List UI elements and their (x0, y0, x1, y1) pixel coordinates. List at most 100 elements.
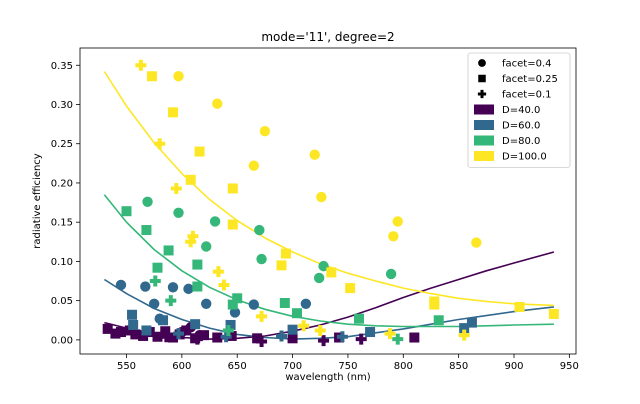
point-d-100-0-3 (168, 107, 178, 118)
x-tick-label-800: 800 (394, 361, 413, 372)
point-d-40-0-19 (252, 333, 263, 344)
x-tick-label-750: 750 (338, 361, 357, 372)
point-d-100-0-8 (309, 149, 320, 160)
point-d-80-0-21 (149, 275, 161, 287)
point-d-60-0-0 (115, 279, 127, 291)
point-d-100-0-5 (259, 125, 271, 137)
point-d-60-0-12 (141, 325, 152, 336)
point-d-40-0-1 (110, 328, 121, 339)
point-d-100-0-21 (276, 260, 287, 271)
point-d-100-0-24 (218, 279, 230, 291)
point-d-60-0-2 (148, 298, 160, 309)
point-d-40-0-25 (256, 335, 268, 347)
point-d-80-0-7 (232, 293, 243, 304)
x-axis-label: wavelength (nm) (285, 372, 370, 383)
point-d-80-0-10 (354, 313, 364, 324)
legend-marker-facet-0-1 (477, 89, 487, 99)
point-d-60-0-11 (128, 319, 139, 330)
point-d-40-0-0 (102, 323, 113, 334)
point-d-60-0-15 (225, 319, 236, 330)
point-d-100-0-27 (429, 299, 440, 310)
point-d-100-0-4 (212, 98, 223, 109)
point-d-40-0-2 (115, 327, 126, 338)
point-d-100-0-19 (471, 237, 482, 248)
point-d-40-0-27 (355, 333, 367, 345)
point-d-60-0-5 (183, 283, 194, 295)
point-d-80-0-18 (318, 260, 329, 272)
point-d-80-0-20 (385, 268, 397, 280)
legend-swatch-d-40-0 (474, 104, 494, 115)
point-d-60-0-21 (220, 331, 232, 343)
data-points (102, 59, 559, 347)
point-d-100-0-10 (185, 174, 196, 185)
y-tick-label-7: 0.35 (51, 61, 73, 72)
legend-marker-facet-0-25 (478, 74, 486, 83)
point-d-80-0-9 (292, 308, 302, 319)
point-d-100-0-22 (212, 266, 224, 278)
point-d-100-0-28 (514, 301, 525, 312)
point-d-100-0-20 (280, 248, 291, 259)
point-d-40-0-3 (124, 325, 135, 336)
y-axis-label: radiative efficiency (32, 153, 43, 249)
point-d-100-0-12 (170, 182, 182, 194)
point-d-100-0-0 (135, 59, 147, 71)
point-d-80-0-3 (163, 245, 174, 256)
point-d-100-0-7 (194, 146, 205, 157)
x-tick-label-950: 950 (560, 361, 579, 372)
point-d-100-0-34 (458, 329, 470, 341)
legend-label-d-60-0: D=60.0 (502, 121, 540, 132)
point-d-100-0-32 (314, 324, 326, 336)
point-d-100-0-29 (548, 308, 559, 319)
point-d-60-0-13 (158, 315, 169, 326)
x-tick-label-900: 900 (504, 361, 523, 372)
plot-frame (79, 47, 577, 355)
point-d-60-0-23 (336, 331, 348, 343)
point-d-100-0-1 (146, 71, 157, 82)
point-d-40-0-23 (160, 331, 172, 343)
legend-label-facet-0-1: facet=0.1 (502, 90, 552, 101)
point-d-60-0-20 (173, 328, 185, 340)
point-d-40-0-24 (191, 333, 203, 345)
point-d-80-0-5 (192, 281, 203, 292)
legend-label-facet-0-25: facet=0.25 (502, 74, 558, 85)
legend-label-d-100-0: D=100.0 (502, 152, 547, 163)
x-tick-label-700: 700 (283, 361, 302, 372)
point-d-60-0-18 (459, 323, 470, 334)
point-d-40-0-15 (226, 330, 237, 341)
point-d-80-0-15 (201, 241, 212, 252)
point-d-40-0-20 (287, 333, 298, 344)
point-d-100-0-25 (345, 283, 356, 294)
legend-label-facet-0-4: facet=0.4 (502, 59, 552, 70)
point-d-100-0-13 (316, 191, 327, 203)
point-d-60-0-7 (229, 307, 241, 318)
point-d-100-0-31 (298, 320, 310, 332)
point-d-80-0-24 (392, 333, 404, 345)
legend-label-d-40-0: D=40.0 (502, 105, 540, 116)
point-d-80-0-0 (121, 206, 132, 217)
point-d-100-0-15 (227, 219, 238, 230)
y-tick-label-5: 0.25 (51, 139, 73, 150)
point-d-100-0-6 (154, 138, 166, 150)
point-d-80-0-17 (256, 253, 267, 265)
point-d-60-0-10 (127, 309, 138, 320)
legend-label-d-80-0: D=80.0 (502, 136, 540, 147)
point-d-100-0-16 (388, 231, 399, 242)
point-d-80-0-8 (279, 298, 290, 308)
x-tick-label-550: 550 (117, 361, 136, 372)
point-d-60-0-19 (466, 317, 477, 328)
point-d-80-0-11 (433, 315, 444, 326)
legend-swatch-d-80-0 (474, 135, 494, 146)
point-d-40-0-4 (130, 329, 141, 340)
point-d-80-0-22 (165, 295, 177, 307)
point-d-80-0-6 (227, 299, 238, 310)
point-d-40-0-9 (168, 332, 178, 343)
y-tick-label-0: 0.00 (51, 335, 73, 346)
y-tick-label-3: 0.15 (51, 218, 73, 229)
point-d-60-0-16 (287, 324, 298, 335)
point-d-100-0-18 (185, 236, 197, 248)
point-d-60-0-9 (300, 298, 312, 309)
point-d-100-0-30 (256, 310, 268, 322)
y-axis-ticks: 0.00 0.05 0.10 0.15 0.20 0.25 0.30 0.35 (51, 61, 80, 346)
